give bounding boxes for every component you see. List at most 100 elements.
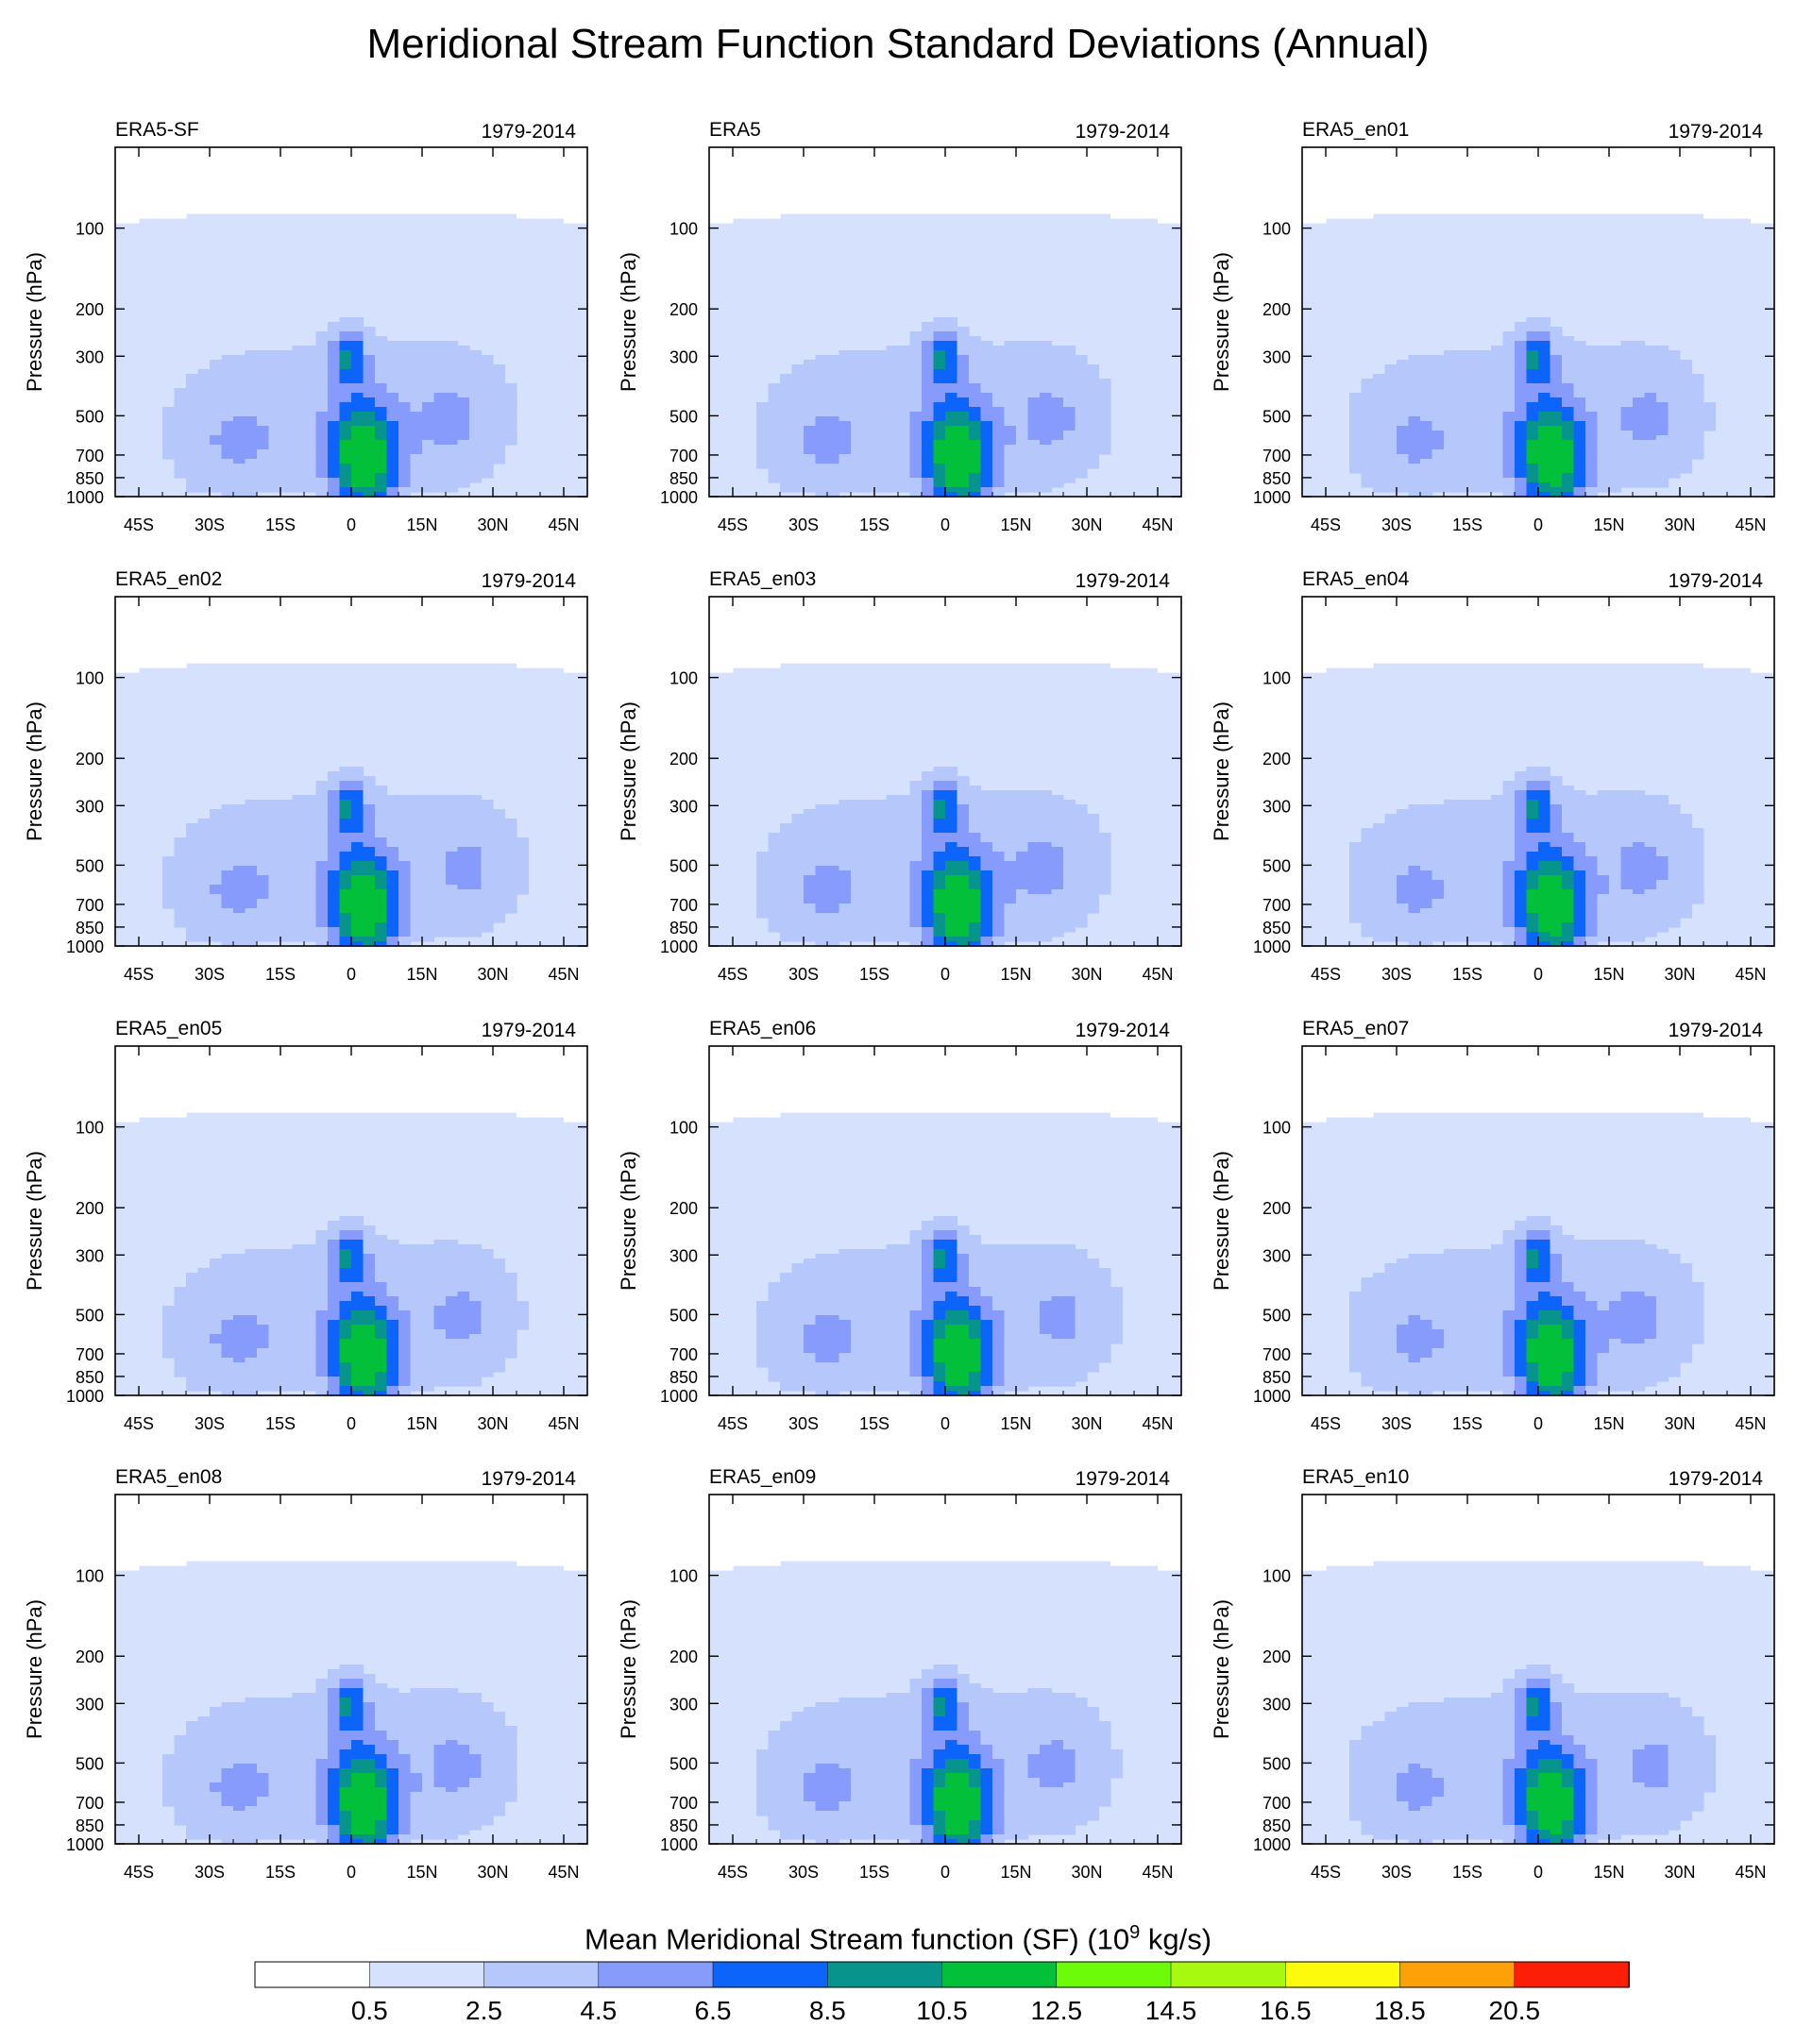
contour-cell [933, 1329, 946, 1335]
contour-cell [945, 473, 970, 479]
contour-cell [386, 1820, 399, 1826]
contour-cell [386, 937, 399, 942]
contour-cell [1373, 937, 1516, 942]
contour-cell [210, 364, 329, 370]
contour-cell [1349, 1773, 1398, 1779]
contour-cell [328, 1377, 341, 1382]
contour-cell [328, 327, 376, 332]
contour-cell [257, 449, 317, 455]
contour-cell [933, 341, 958, 346]
contour-cell [410, 1367, 506, 1373]
contour-cell [210, 360, 329, 365]
contour-cell [1526, 861, 1539, 867]
contour-cell [328, 875, 341, 881]
contour-cell [945, 478, 970, 483]
contour-cell [992, 482, 1006, 488]
contour-cell [1585, 468, 1599, 474]
contour-cell [1538, 804, 1551, 810]
contour-cell [328, 937, 341, 942]
contour-cell [174, 1749, 329, 1755]
contour-cell [363, 1268, 376, 1274]
contour-cell [756, 1320, 817, 1326]
contour-cell [933, 1258, 946, 1264]
contour-cell [933, 369, 958, 375]
contour-cell [756, 894, 805, 900]
contour-cell [386, 1367, 399, 1373]
contour-cell [780, 487, 923, 493]
contour-cell [375, 814, 506, 819]
contour-cell [398, 1830, 412, 1835]
contour-cell [1585, 1320, 1657, 1326]
contour-cell [922, 804, 935, 810]
contour-cell [315, 1782, 329, 1788]
contour-cell [446, 1334, 470, 1340]
contour-cell [1515, 1296, 1539, 1302]
contour-cell [268, 431, 317, 436]
contour-cell [221, 421, 258, 427]
contour-cell [398, 1367, 412, 1373]
contour-cell [446, 1787, 459, 1793]
contour-cell [922, 1749, 935, 1755]
contour-cell [328, 478, 341, 483]
contour-cell [339, 1310, 352, 1316]
contour-cell [1538, 1759, 1563, 1765]
contour-cell [1040, 1745, 1064, 1750]
contour-cell [1562, 374, 1704, 380]
contour-cell [328, 1221, 364, 1226]
contour-cell [328, 421, 341, 427]
contour-cell [221, 880, 270, 886]
contour-cell [815, 1768, 852, 1774]
contour-cell [115, 1542, 588, 1547]
contour-cell [922, 388, 982, 394]
contour-cell [969, 1263, 1100, 1269]
contour-cell [186, 374, 329, 380]
contour-cell [933, 1362, 946, 1368]
contour-cell [922, 421, 935, 427]
contour-cell [1004, 922, 1088, 928]
contour-cell [339, 932, 352, 938]
contour-cell [315, 412, 341, 417]
contour-cell [328, 814, 341, 819]
contour-cell [756, 1325, 805, 1330]
contour-cell [398, 1296, 447, 1302]
contour-cell [1573, 1377, 1586, 1382]
contour-cell [933, 1664, 958, 1670]
contour-cell [957, 1240, 982, 1245]
contour-cell [162, 1754, 329, 1760]
contour-cell [1538, 937, 1575, 942]
contour-cell [315, 445, 329, 450]
contour-cell [386, 1381, 399, 1387]
contour-cell [1609, 889, 1634, 895]
contour-cell [115, 658, 588, 664]
contour-cell [922, 487, 935, 493]
contour-cell [363, 336, 388, 342]
contour-cell [756, 1348, 805, 1354]
contour-cell [1573, 1792, 1586, 1798]
contour-cell [909, 431, 923, 436]
contour-cell [1526, 1792, 1575, 1798]
contour-cell [221, 1329, 270, 1335]
contour-cell [709, 1084, 1182, 1090]
contour-cell [1349, 1315, 1410, 1321]
contour-cell [1515, 1391, 1528, 1396]
contour-cell [780, 932, 923, 938]
contour-cell [957, 346, 1076, 351]
contour-cell [839, 800, 923, 805]
contour-cell [221, 899, 258, 904]
contour-cell [351, 1834, 388, 1840]
contour-cell [756, 1306, 923, 1311]
contour-cell [363, 1839, 376, 1845]
contour-cell [957, 393, 993, 398]
contour-cell [386, 1353, 399, 1359]
contour-cell [709, 620, 1182, 626]
contour-cell [1302, 634, 1775, 640]
contour-cell [1538, 350, 1551, 356]
contour-cell [1302, 658, 1775, 664]
contour-cell [1526, 1683, 1551, 1689]
contour-cell [115, 1546, 588, 1552]
contour-cell [1040, 1306, 1076, 1311]
contour-cell [433, 1315, 483, 1321]
y-axis-label: Pressure (hPa) [1210, 1599, 1233, 1739]
contour-cell [351, 1782, 376, 1788]
